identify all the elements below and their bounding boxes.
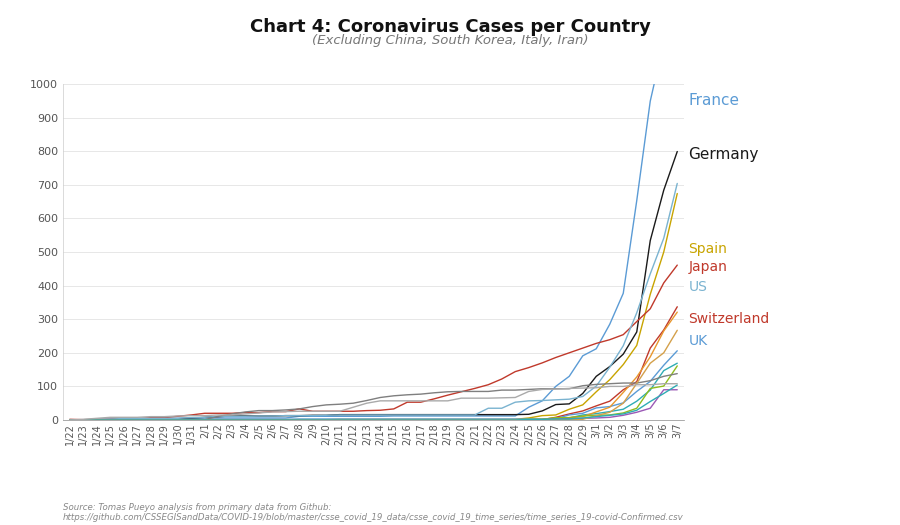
Text: Chart 4: Coronavirus Cases per Country: Chart 4: Coronavirus Cases per Country [249,18,651,36]
Text: Japan: Japan [688,260,727,274]
Text: Switzerland: Switzerland [688,312,770,326]
Text: US: US [688,280,707,295]
Text: Source: Tomas Pueyo analysis from primary data from Github:
https://github.com/C: Source: Tomas Pueyo analysis from primar… [63,503,684,522]
Text: (Excluding China, South Korea, Italy, Iran): (Excluding China, South Korea, Italy, Ir… [311,34,589,47]
Text: Germany: Germany [688,147,759,162]
Text: France: France [688,93,740,108]
Text: UK: UK [688,334,707,348]
Text: Spain: Spain [688,242,727,256]
